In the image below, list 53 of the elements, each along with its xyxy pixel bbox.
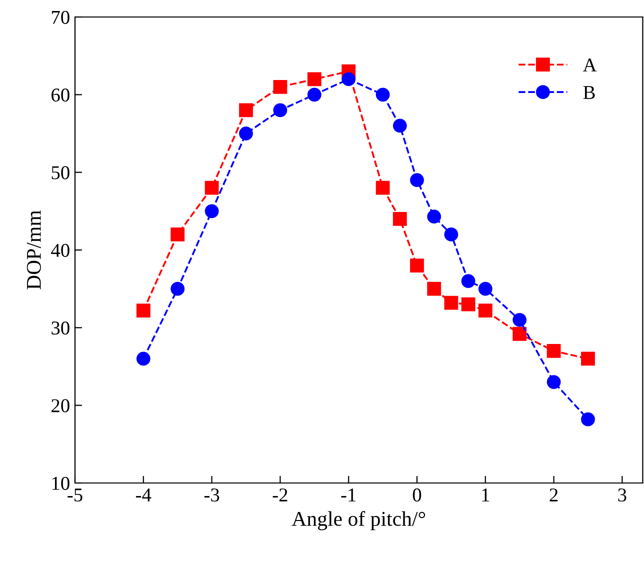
point <box>273 103 288 118</box>
point <box>444 296 458 310</box>
legend-label: B <box>583 86 595 99</box>
y-axis-title: DOP/mm <box>26 210 41 290</box>
point <box>342 72 356 86</box>
x-tick-label: 3 <box>618 488 626 502</box>
y-tick-label: 10 <box>52 476 70 490</box>
point <box>546 344 561 358</box>
x-tick-label: -4 <box>136 488 152 502</box>
point <box>478 304 492 318</box>
point <box>427 282 442 296</box>
x-tick-label: -1 <box>341 488 356 502</box>
x-tick-label: -3 <box>204 488 220 502</box>
point <box>307 88 322 102</box>
point <box>444 228 458 242</box>
point <box>478 282 492 296</box>
x-tick-label: -5 <box>68 488 82 502</box>
point <box>136 304 150 318</box>
x-tick-label: 0 <box>412 488 422 502</box>
point <box>410 258 424 272</box>
y-tick-label: 70 <box>52 10 70 24</box>
point <box>136 352 150 366</box>
point <box>581 352 595 366</box>
y-tick-label: 40 <box>51 244 70 257</box>
point <box>273 80 288 94</box>
point <box>427 210 442 224</box>
point <box>307 72 322 86</box>
x-tick-label: 1 <box>482 488 490 502</box>
y-tick-label: 50 <box>52 166 70 180</box>
point <box>512 326 527 341</box>
point <box>204 180 219 195</box>
y-tick-label: 30 <box>52 321 70 335</box>
point <box>170 282 185 296</box>
point <box>392 212 407 226</box>
point <box>392 118 407 133</box>
point <box>512 312 527 327</box>
point <box>581 412 595 426</box>
point <box>170 228 185 242</box>
point <box>239 103 253 118</box>
point <box>376 180 390 195</box>
point <box>461 274 476 288</box>
point <box>239 126 253 140</box>
legend-label: A <box>582 58 597 72</box>
point <box>204 204 219 218</box>
point <box>461 297 476 312</box>
x-axis-title: Angle of pitch/° <box>292 511 426 530</box>
point <box>376 88 390 102</box>
point <box>546 375 561 389</box>
x-tick-label: 2 <box>550 488 558 502</box>
y-tick-label: 20 <box>52 399 70 412</box>
x-tick-label: -2 <box>272 488 288 502</box>
point <box>410 173 424 188</box>
y-tick-label: 60 <box>52 88 70 102</box>
